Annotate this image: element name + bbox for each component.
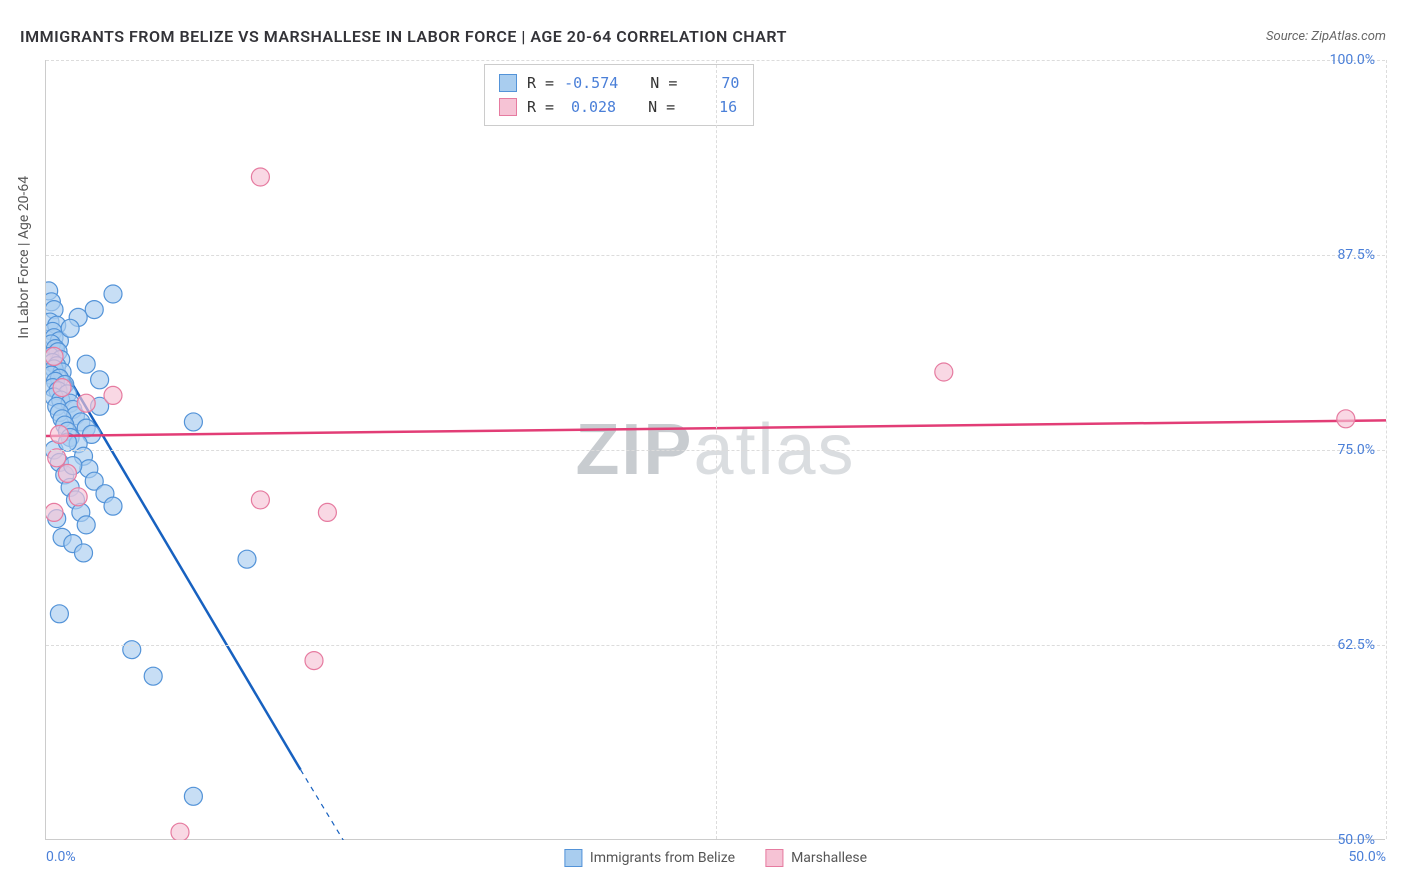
y-axis-label: In Labor Force | Age 20-64 <box>16 176 32 339</box>
data-point <box>104 497 122 515</box>
y-tick-label: 100.0% <box>1330 52 1375 68</box>
data-point <box>58 464 76 482</box>
data-point <box>251 491 269 509</box>
data-point <box>46 503 63 521</box>
x-tick-label: 0.0% <box>46 849 76 865</box>
y-tick-label: 50.0% <box>1337 832 1375 848</box>
x-tick-label: 50.0% <box>1348 849 1386 865</box>
data-point <box>50 425 68 443</box>
data-point <box>184 413 202 431</box>
bottom-legend: Immigrants from Belize Marshallese <box>564 849 867 867</box>
data-point <box>123 641 141 659</box>
data-point <box>46 347 63 365</box>
correlation-stats-box: R = -0.574 N = 70 R = 0.028 N = 16 <box>484 64 754 126</box>
data-point <box>251 168 269 186</box>
gridline-v <box>1386 60 1387 839</box>
data-point <box>91 371 109 389</box>
data-point <box>77 516 95 534</box>
data-point <box>104 285 122 303</box>
swatch-marshallese <box>765 849 783 867</box>
data-point <box>77 394 95 412</box>
data-point <box>48 449 66 467</box>
legend-item-marshallese: Marshallese <box>765 849 867 867</box>
gridline-v <box>716 60 717 839</box>
stats-row-belize: R = -0.574 N = 70 <box>499 71 739 95</box>
data-point <box>104 386 122 404</box>
data-point <box>935 363 953 381</box>
data-point <box>75 544 93 562</box>
trend-line-extrapolated <box>301 770 381 840</box>
data-point <box>85 301 103 319</box>
data-point <box>305 652 323 670</box>
source-label: Source: ZipAtlas.com <box>1266 29 1386 44</box>
data-point <box>1337 410 1355 428</box>
legend-item-belize: Immigrants from Belize <box>564 849 735 867</box>
y-tick-label: 87.5% <box>1337 247 1375 263</box>
swatch-belize <box>499 74 517 92</box>
data-point <box>77 355 95 373</box>
chart-title: IMMIGRANTS FROM BELIZE VS MARSHALLESE IN… <box>20 27 787 46</box>
stats-row-marshallese: R = 0.028 N = 16 <box>499 95 739 119</box>
y-tick-label: 62.5% <box>1337 637 1375 653</box>
data-point <box>144 667 162 685</box>
data-point <box>171 823 189 840</box>
swatch-belize <box>564 849 582 867</box>
data-point <box>238 550 256 568</box>
chart-plot-area: ZIPatlas R = -0.574 N = 70 R = 0.028 N =… <box>45 60 1385 840</box>
data-point <box>318 503 336 521</box>
swatch-marshallese <box>499 98 517 116</box>
data-point <box>50 605 68 623</box>
data-point <box>53 379 71 397</box>
data-point <box>61 319 79 337</box>
data-point <box>184 787 202 805</box>
data-point <box>69 488 87 506</box>
y-tick-label: 75.0% <box>1337 442 1375 458</box>
